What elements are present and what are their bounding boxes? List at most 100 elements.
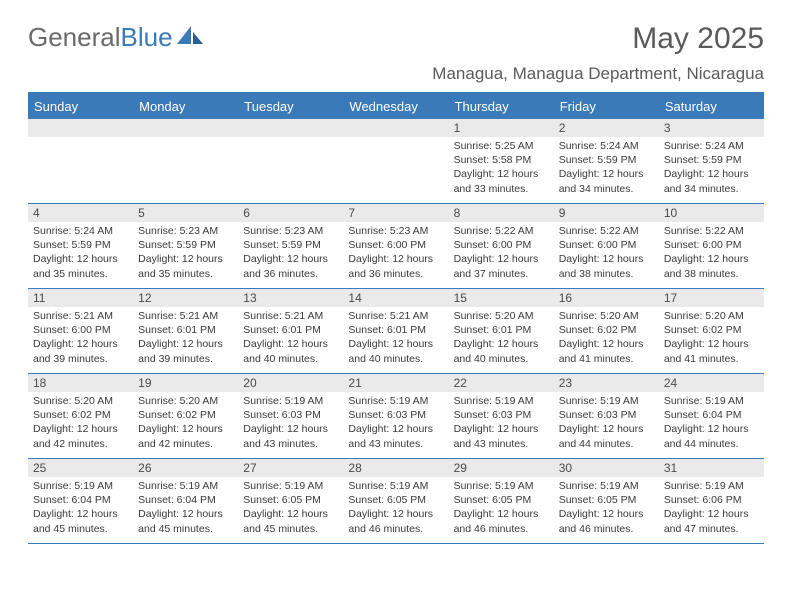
day-info: Sunrise: 5:20 AMSunset: 6:02 PMDaylight:… xyxy=(659,307,764,368)
day-cell: 29Sunrise: 5:19 AMSunset: 6:05 PMDayligh… xyxy=(449,459,554,543)
sunset-text: Sunset: 6:03 PM xyxy=(454,408,549,422)
daylight-text: Daylight: 12 hours and 46 minutes. xyxy=(348,507,443,535)
daylight-text: Daylight: 12 hours and 41 minutes. xyxy=(559,337,654,365)
sunrise-text: Sunrise: 5:19 AM xyxy=(664,394,759,408)
month-title: May 2025 xyxy=(432,22,764,56)
day-cell: 4Sunrise: 5:24 AMSunset: 5:59 PMDaylight… xyxy=(28,204,133,288)
day-info: Sunrise: 5:19 AMSunset: 6:05 PMDaylight:… xyxy=(554,477,659,538)
day-cell: 27Sunrise: 5:19 AMSunset: 6:05 PMDayligh… xyxy=(238,459,343,543)
sunset-text: Sunset: 6:01 PM xyxy=(243,323,338,337)
day-number: 9 xyxy=(554,204,659,222)
sunrise-text: Sunrise: 5:19 AM xyxy=(348,394,443,408)
day-cell: 30Sunrise: 5:19 AMSunset: 6:05 PMDayligh… xyxy=(554,459,659,543)
daylight-text: Daylight: 12 hours and 40 minutes. xyxy=(243,337,338,365)
sail-icon xyxy=(177,22,203,53)
day-number: 25 xyxy=(28,459,133,477)
sunrise-text: Sunrise: 5:20 AM xyxy=(559,309,654,323)
sunset-text: Sunset: 5:59 PM xyxy=(559,153,654,167)
day-number: 14 xyxy=(343,289,448,307)
sunrise-text: Sunrise: 5:25 AM xyxy=(454,139,549,153)
sunset-text: Sunset: 6:02 PM xyxy=(664,323,759,337)
sunrise-text: Sunrise: 5:19 AM xyxy=(138,479,233,493)
daylight-text: Daylight: 12 hours and 42 minutes. xyxy=(138,422,233,450)
day-cell: 22Sunrise: 5:19 AMSunset: 6:03 PMDayligh… xyxy=(449,374,554,458)
sunset-text: Sunset: 6:02 PM xyxy=(33,408,128,422)
page-header: GeneralBlue May 2025 Managua, Managua De… xyxy=(0,0,792,86)
sunrise-text: Sunrise: 5:19 AM xyxy=(243,394,338,408)
sunset-text: Sunset: 6:00 PM xyxy=(33,323,128,337)
day-cell: 15Sunrise: 5:20 AMSunset: 6:01 PMDayligh… xyxy=(449,289,554,373)
sunset-text: Sunset: 6:00 PM xyxy=(664,238,759,252)
day-number: 18 xyxy=(28,374,133,392)
day-cell: 3Sunrise: 5:24 AMSunset: 5:59 PMDaylight… xyxy=(659,119,764,203)
sunrise-text: Sunrise: 5:20 AM xyxy=(664,309,759,323)
daylight-text: Daylight: 12 hours and 42 minutes. xyxy=(33,422,128,450)
day-cell: 6Sunrise: 5:23 AMSunset: 5:59 PMDaylight… xyxy=(238,204,343,288)
sunset-text: Sunset: 5:59 PM xyxy=(33,238,128,252)
day-cell: 26Sunrise: 5:19 AMSunset: 6:04 PMDayligh… xyxy=(133,459,238,543)
day-info: Sunrise: 5:23 AMSunset: 6:00 PMDaylight:… xyxy=(343,222,448,283)
day-number: 10 xyxy=(659,204,764,222)
daylight-text: Daylight: 12 hours and 41 minutes. xyxy=(664,337,759,365)
day-info: Sunrise: 5:24 AMSunset: 5:59 PMDaylight:… xyxy=(659,137,764,198)
empty-day xyxy=(133,119,238,137)
sunrise-text: Sunrise: 5:19 AM xyxy=(348,479,443,493)
day-number: 17 xyxy=(659,289,764,307)
day-cell: 31Sunrise: 5:19 AMSunset: 6:06 PMDayligh… xyxy=(659,459,764,543)
day-number: 21 xyxy=(343,374,448,392)
sunrise-text: Sunrise: 5:24 AM xyxy=(559,139,654,153)
daylight-text: Daylight: 12 hours and 45 minutes. xyxy=(33,507,128,535)
sunrise-text: Sunrise: 5:21 AM xyxy=(33,309,128,323)
day-number: 27 xyxy=(238,459,343,477)
sunrise-text: Sunrise: 5:19 AM xyxy=(243,479,338,493)
day-cell: 2Sunrise: 5:24 AMSunset: 5:59 PMDaylight… xyxy=(554,119,659,203)
day-cell: 9Sunrise: 5:22 AMSunset: 6:00 PMDaylight… xyxy=(554,204,659,288)
day-info: Sunrise: 5:19 AMSunset: 6:03 PMDaylight:… xyxy=(554,392,659,453)
day-cell: 28Sunrise: 5:19 AMSunset: 6:05 PMDayligh… xyxy=(343,459,448,543)
sunset-text: Sunset: 6:03 PM xyxy=(243,408,338,422)
sunrise-text: Sunrise: 5:20 AM xyxy=(33,394,128,408)
day-cell: 17Sunrise: 5:20 AMSunset: 6:02 PMDayligh… xyxy=(659,289,764,373)
day-number: 12 xyxy=(133,289,238,307)
day-info: Sunrise: 5:19 AMSunset: 6:05 PMDaylight:… xyxy=(449,477,554,538)
sunrise-text: Sunrise: 5:22 AM xyxy=(664,224,759,238)
daylight-text: Daylight: 12 hours and 44 minutes. xyxy=(559,422,654,450)
daylight-text: Daylight: 12 hours and 35 minutes. xyxy=(33,252,128,280)
daylight-text: Daylight: 12 hours and 46 minutes. xyxy=(454,507,549,535)
sunset-text: Sunset: 6:01 PM xyxy=(138,323,233,337)
day-number: 29 xyxy=(449,459,554,477)
day-number: 8 xyxy=(449,204,554,222)
sunrise-text: Sunrise: 5:20 AM xyxy=(454,309,549,323)
sunset-text: Sunset: 6:00 PM xyxy=(454,238,549,252)
day-info: Sunrise: 5:22 AMSunset: 6:00 PMDaylight:… xyxy=(659,222,764,283)
daylight-text: Daylight: 12 hours and 40 minutes. xyxy=(454,337,549,365)
day-number: 4 xyxy=(28,204,133,222)
day-header: Friday xyxy=(554,94,659,119)
day-cell: 7Sunrise: 5:23 AMSunset: 6:00 PMDaylight… xyxy=(343,204,448,288)
empty-day xyxy=(28,119,133,137)
day-cell: 16Sunrise: 5:20 AMSunset: 6:02 PMDayligh… xyxy=(554,289,659,373)
location-text: Managua, Managua Department, Nicaragua xyxy=(432,64,764,84)
sunrise-text: Sunrise: 5:19 AM xyxy=(559,479,654,493)
day-number: 28 xyxy=(343,459,448,477)
day-number: 20 xyxy=(238,374,343,392)
day-info: Sunrise: 5:21 AMSunset: 6:00 PMDaylight:… xyxy=(28,307,133,368)
day-info: Sunrise: 5:20 AMSunset: 6:02 PMDaylight:… xyxy=(554,307,659,368)
header-right: May 2025 Managua, Managua Department, Ni… xyxy=(432,22,764,84)
daylight-text: Daylight: 12 hours and 33 minutes. xyxy=(454,167,549,195)
day-header: Sunday xyxy=(28,94,133,119)
calendar-grid: SundayMondayTuesdayWednesdayThursdayFrid… xyxy=(28,92,764,544)
daylight-text: Daylight: 12 hours and 45 minutes. xyxy=(138,507,233,535)
empty-day xyxy=(238,119,343,137)
day-cell: 5Sunrise: 5:23 AMSunset: 5:59 PMDaylight… xyxy=(133,204,238,288)
sunrise-text: Sunrise: 5:21 AM xyxy=(348,309,443,323)
day-cell: 20Sunrise: 5:19 AMSunset: 6:03 PMDayligh… xyxy=(238,374,343,458)
sunset-text: Sunset: 6:05 PM xyxy=(559,493,654,507)
day-info: Sunrise: 5:23 AMSunset: 5:59 PMDaylight:… xyxy=(238,222,343,283)
sunrise-text: Sunrise: 5:21 AM xyxy=(138,309,233,323)
sunrise-text: Sunrise: 5:21 AM xyxy=(243,309,338,323)
sunset-text: Sunset: 6:01 PM xyxy=(348,323,443,337)
sunset-text: Sunset: 5:59 PM xyxy=(664,153,759,167)
day-cell: 14Sunrise: 5:21 AMSunset: 6:01 PMDayligh… xyxy=(343,289,448,373)
week-row: 18Sunrise: 5:20 AMSunset: 6:02 PMDayligh… xyxy=(28,374,764,459)
